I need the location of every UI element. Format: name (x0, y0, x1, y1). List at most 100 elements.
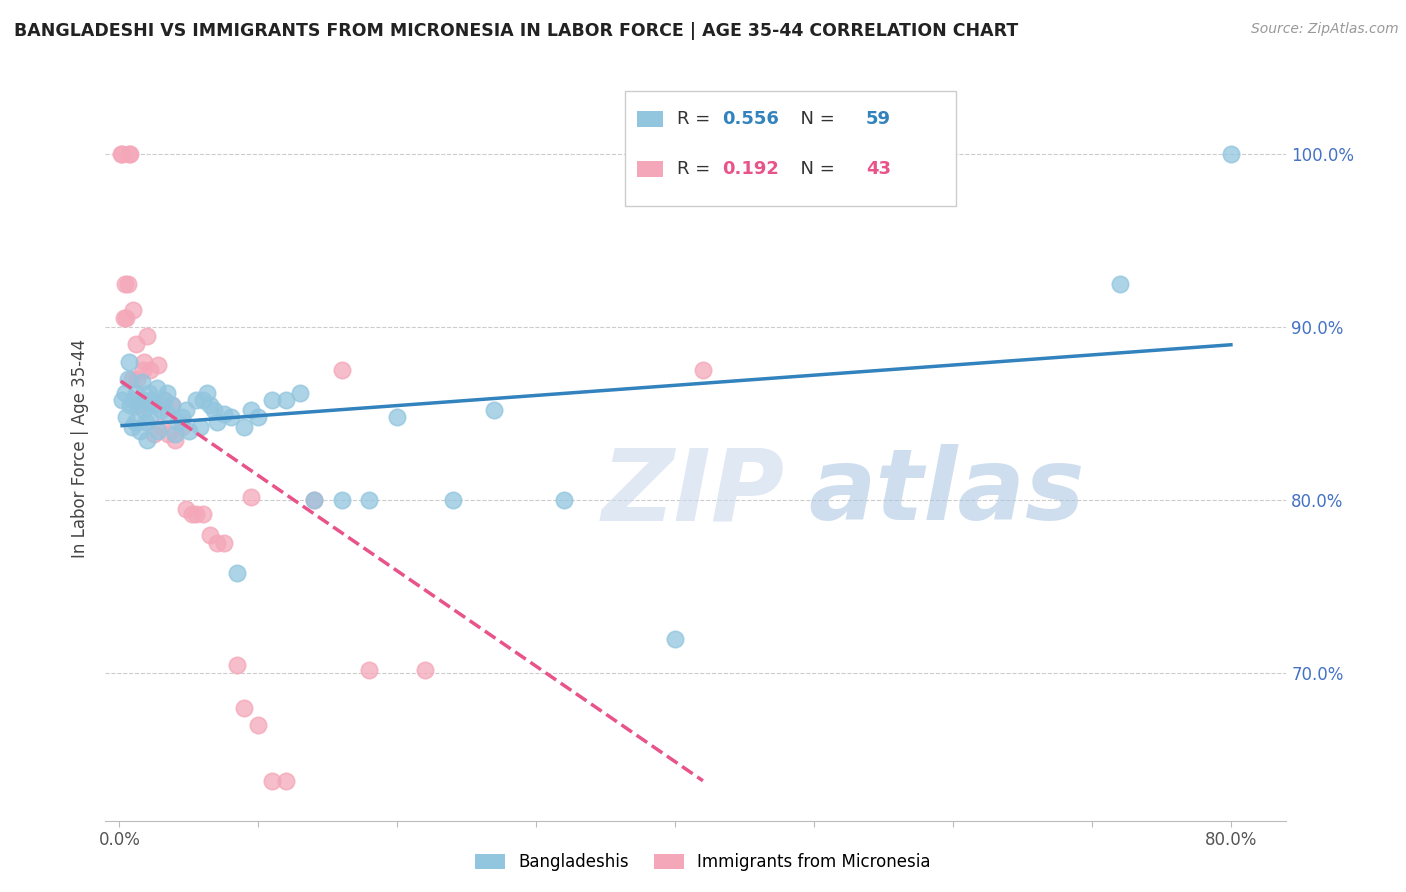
Point (160, 398, 183, 412)
Point (136, 328, 159, 343)
Point (121, 420, 143, 434)
Point (174, 403, 197, 417)
Point (155, 385, 177, 400)
Text: Source: ZipAtlas.com: Source: ZipAtlas.com (1251, 22, 1399, 37)
Text: atlas: atlas (808, 444, 1084, 541)
Point (139, 410, 162, 425)
Point (302, 493, 325, 508)
Point (359, 663, 381, 677)
Point (177, 424, 200, 438)
Point (117, 372, 139, 386)
Point (118, 354, 141, 368)
Point (150, 403, 173, 417)
Point (191, 392, 214, 407)
Point (262, 392, 284, 407)
Point (174, 501, 197, 516)
Point (240, 403, 263, 417)
Point (129, 398, 152, 412)
Point (114, 277, 136, 291)
Point (124, 415, 146, 429)
Point (247, 410, 270, 425)
Point (288, 385, 311, 400)
Point (302, 493, 325, 508)
Point (180, 507, 202, 521)
Text: 0.556: 0.556 (721, 110, 779, 128)
Point (125, 385, 148, 400)
Text: 43: 43 (866, 160, 891, 178)
Point (148, 424, 170, 438)
Point (553, 493, 575, 508)
Point (1219, 146, 1241, 161)
Point (198, 528, 221, 542)
Point (153, 392, 176, 407)
Point (233, 420, 256, 434)
Bar (626, 91, 956, 206)
Point (120, 398, 142, 412)
Point (125, 337, 148, 351)
Point (247, 718, 270, 732)
Point (111, 392, 134, 407)
Point (129, 424, 152, 438)
Point (170, 410, 193, 425)
Point (122, 392, 145, 407)
Text: N =: N = (789, 110, 841, 128)
Text: ZIP: ZIP (602, 444, 785, 541)
Point (413, 663, 436, 677)
Point (135, 415, 157, 429)
Point (202, 403, 225, 417)
Point (163, 433, 186, 447)
Point (143, 427, 166, 442)
Point (120, 146, 142, 161)
Bar (637, 111, 662, 128)
Point (184, 507, 207, 521)
Point (330, 493, 353, 508)
Point (132, 392, 155, 407)
Point (156, 427, 179, 442)
Point (121, 372, 143, 386)
Point (198, 398, 221, 412)
Point (111, 146, 134, 161)
Point (110, 146, 132, 161)
Point (134, 354, 156, 368)
Point (146, 381, 169, 395)
Point (226, 657, 249, 672)
Text: R =: R = (678, 160, 716, 178)
Point (118, 146, 141, 161)
Point (112, 311, 135, 326)
Point (114, 385, 136, 400)
Point (184, 392, 207, 407)
Point (141, 392, 163, 407)
Point (330, 363, 353, 377)
Point (1108, 277, 1130, 291)
Point (148, 358, 170, 372)
Point (195, 385, 218, 400)
Point (153, 392, 176, 407)
Point (205, 536, 228, 550)
Point (122, 302, 145, 317)
Point (441, 493, 464, 508)
Point (188, 420, 211, 434)
Point (156, 407, 179, 421)
Text: BANGLADESHI VS IMMIGRANTS FROM MICRONESIA IN LABOR FORCE | AGE 35-44 CORRELATION: BANGLADESHI VS IMMIGRANTS FROM MICRONESI… (14, 22, 1018, 40)
Text: 0.192: 0.192 (721, 160, 779, 178)
Text: 59: 59 (866, 110, 891, 128)
Point (205, 415, 228, 429)
Point (274, 392, 297, 407)
Y-axis label: In Labor Force | Age 35-44: In Labor Force | Age 35-44 (72, 339, 90, 558)
Point (359, 493, 381, 508)
Point (226, 566, 249, 580)
Point (127, 372, 149, 386)
Point (136, 433, 159, 447)
Point (139, 363, 162, 377)
Point (127, 398, 149, 412)
Point (115, 410, 138, 425)
Point (387, 410, 409, 425)
Point (692, 363, 714, 377)
Point (131, 376, 153, 390)
Point (143, 398, 166, 412)
Point (166, 415, 188, 429)
Point (212, 407, 235, 421)
Bar (637, 161, 662, 178)
Point (132, 363, 155, 377)
Text: R =: R = (678, 110, 716, 128)
